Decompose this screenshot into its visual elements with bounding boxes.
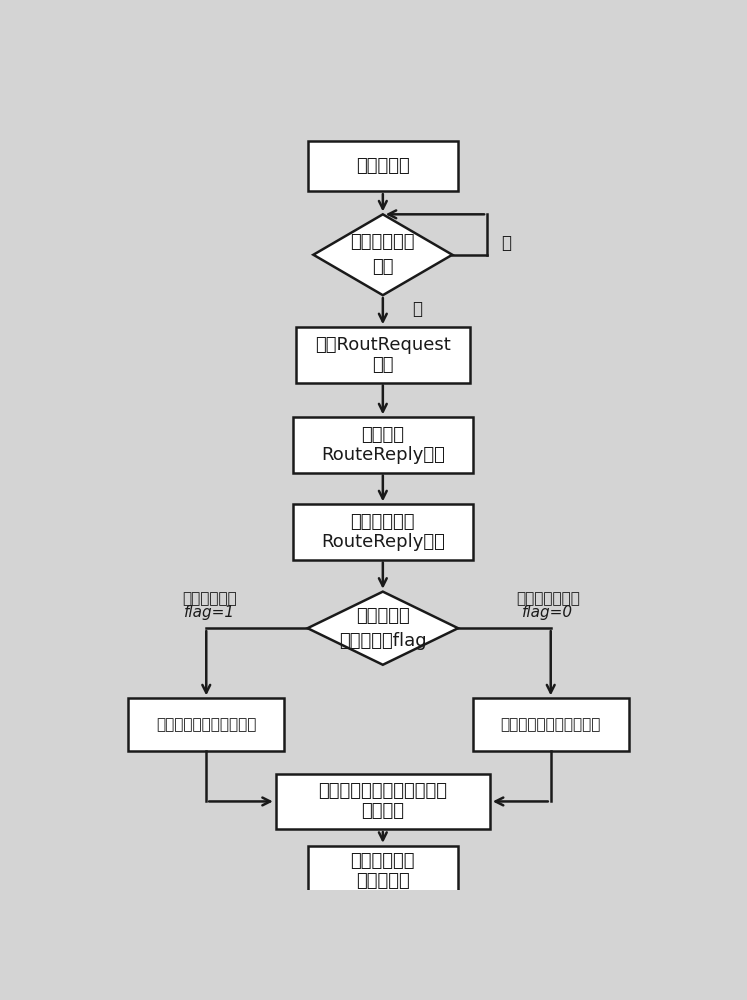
Text: 一跳节点: 一跳节点 xyxy=(362,802,404,820)
Polygon shape xyxy=(308,592,458,665)
Text: 选择权值最小的节点作为下: 选择权值最小的节点作为下 xyxy=(318,782,447,800)
Bar xyxy=(296,327,470,383)
Text: 消息: 消息 xyxy=(372,356,394,374)
Bar xyxy=(308,846,458,896)
Bar xyxy=(308,141,458,191)
Text: 网络初始化: 网络初始化 xyxy=(356,157,409,175)
Text: 送分组数据: 送分组数据 xyxy=(356,872,409,890)
Text: 发送: 发送 xyxy=(372,258,394,276)
Bar xyxy=(276,774,490,829)
Text: 计算邻居节点的平衡权值: 计算邻居节点的平衡权值 xyxy=(500,717,601,732)
Text: 是: 是 xyxy=(412,300,422,318)
Text: RouteReply消息: RouteReply消息 xyxy=(321,446,444,464)
Text: 是否有分组要: 是否有分组要 xyxy=(350,233,415,251)
Text: 判断要发送: 判断要发送 xyxy=(356,607,409,625)
Text: 计算邻居节点的时延权值: 计算邻居节点的时延权值 xyxy=(156,717,256,732)
Bar xyxy=(293,417,473,473)
Text: 处理接收到的: 处理接收到的 xyxy=(350,513,415,531)
Polygon shape xyxy=(314,214,453,295)
Text: 非时延敏感分组: 非时延敏感分组 xyxy=(516,591,580,606)
Bar xyxy=(473,698,629,751)
Text: 向目标节点发: 向目标节点发 xyxy=(350,852,415,870)
Bar xyxy=(128,698,285,751)
Text: RouteReply消息: RouteReply消息 xyxy=(321,533,444,551)
Bar xyxy=(293,504,473,560)
Text: 否: 否 xyxy=(501,234,512,252)
Text: 等待接收: 等待接收 xyxy=(362,426,404,444)
Text: flag=0: flag=0 xyxy=(522,605,574,620)
Text: 的分组类型flag: 的分组类型flag xyxy=(339,632,427,650)
Text: 时延敏感分组: 时延敏感分组 xyxy=(182,591,237,606)
Text: flag=1: flag=1 xyxy=(184,605,235,620)
Text: 广播RoutRequest: 广播RoutRequest xyxy=(315,336,450,354)
